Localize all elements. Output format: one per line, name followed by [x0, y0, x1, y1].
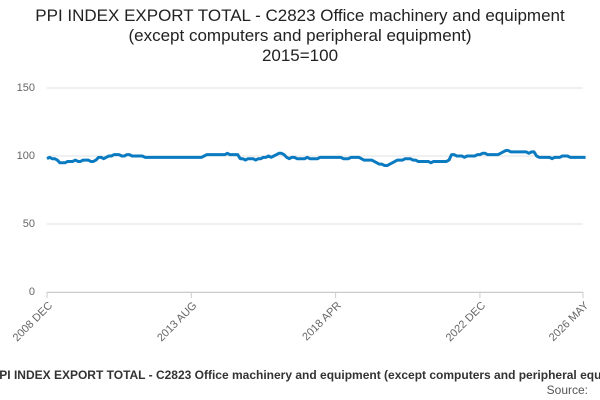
x-tick-label: 2013 AUG — [155, 300, 199, 344]
source: Source: — [547, 383, 588, 397]
data-line — [46, 149, 586, 168]
y-tick-label: 150 — [17, 82, 35, 94]
y-tick-label: 100 — [17, 150, 35, 162]
title-block: PPI INDEX EXPORT TOTAL - C2823 Office ma… — [20, 6, 580, 66]
x-tick-label: 2022 DEC — [444, 300, 488, 344]
y-tick-label: 0 — [29, 286, 35, 298]
chart-title: PPI INDEX EXPORT TOTAL - C2823 Office ma… — [35, 6, 565, 45]
y-tick-label: 50 — [23, 218, 35, 230]
x-axis-title: PPI INDEX EXPORT TOTAL - C2823 Office ma… — [0, 368, 600, 382]
x-tick-label: 2008 DEC — [11, 300, 55, 344]
x-tick-label: 2018 APR — [300, 300, 344, 344]
x-tick-label: 2026 MAY — [547, 299, 592, 344]
chart-subtitle: 2015=100 — [261, 46, 339, 65]
